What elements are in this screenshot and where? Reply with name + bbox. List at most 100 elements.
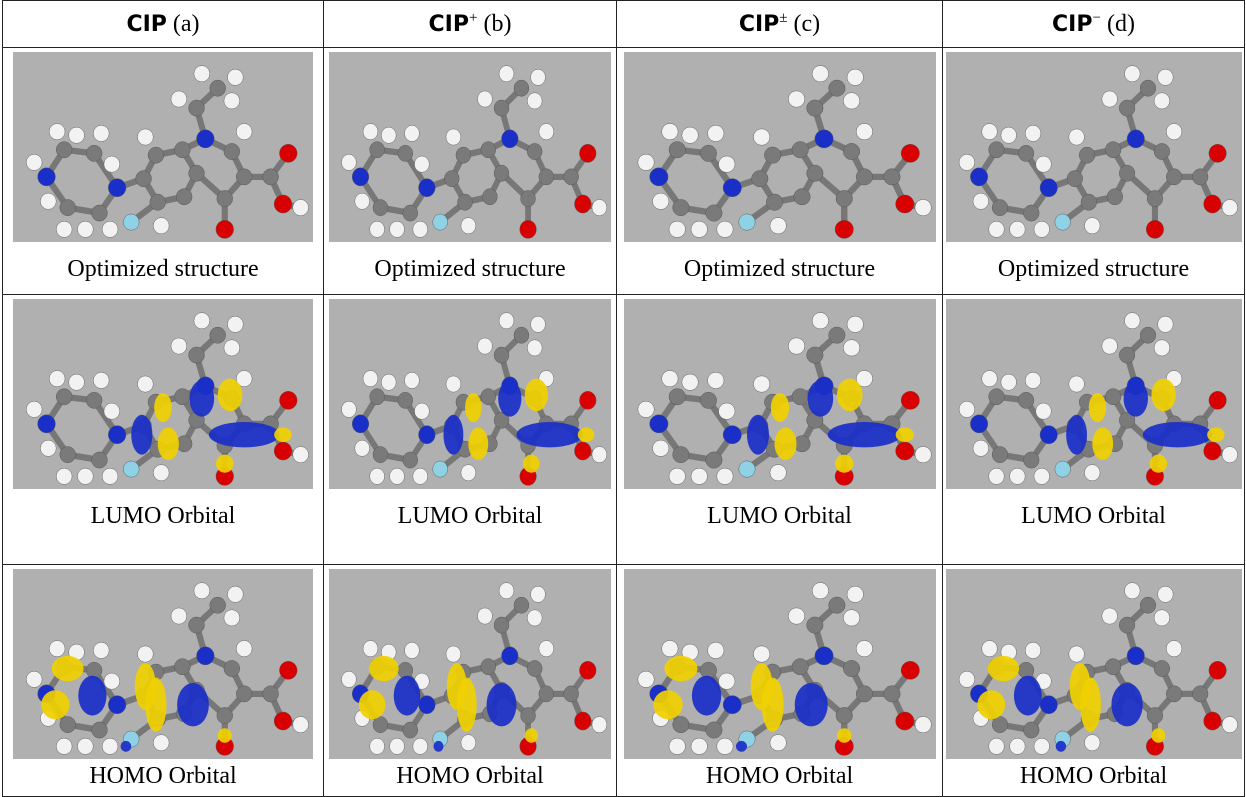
orbital-lobe [691, 676, 720, 716]
atom [1154, 143, 1170, 159]
molecule-image [946, 52, 1242, 242]
orbital-lobe [1123, 380, 1147, 416]
atom [413, 221, 428, 237]
atom [988, 221, 1004, 237]
atom [433, 461, 448, 477]
orbital-lobe [746, 415, 768, 455]
atom [197, 647, 215, 665]
orbital-lobe [1151, 379, 1175, 412]
atom [1009, 738, 1025, 754]
orbital-lobe [895, 427, 913, 441]
atom [171, 608, 187, 624]
atom [373, 446, 388, 462]
atom [753, 646, 770, 662]
atom [1192, 686, 1208, 702]
atom [690, 738, 707, 754]
atom [895, 442, 913, 460]
orbital-lobe [41, 690, 69, 719]
atom [390, 221, 405, 237]
charge: + [469, 10, 477, 26]
orbital-lobe [1207, 427, 1224, 441]
atom [1054, 214, 1070, 230]
atom [56, 738, 72, 754]
atom [791, 142, 808, 158]
atom [477, 91, 492, 107]
atom [56, 221, 72, 237]
orbital-lobe [457, 678, 477, 732]
atom [1000, 374, 1016, 390]
atom [828, 80, 845, 96]
atom [895, 195, 913, 213]
atom [1033, 468, 1049, 484]
atom [812, 66, 829, 82]
atom [370, 738, 385, 754]
atom [210, 327, 226, 343]
atom [1009, 468, 1025, 484]
atom [224, 340, 240, 356]
atom [481, 142, 496, 158]
atom [716, 738, 733, 754]
atom [690, 468, 707, 484]
atom [210, 597, 226, 613]
atom [194, 66, 210, 82]
atom [1107, 189, 1123, 205]
molecule-image [624, 569, 936, 759]
atom [150, 194, 166, 210]
orbital-lobe [807, 380, 833, 416]
atom [104, 403, 120, 419]
atom [527, 93, 542, 109]
table-row: HOMO OrbitalHOMO OrbitalHOMO OrbitalHOMO… [3, 565, 1245, 797]
atom [539, 169, 554, 185]
atom [723, 179, 741, 197]
atom [499, 66, 514, 82]
atom [970, 415, 987, 433]
atom [843, 143, 860, 159]
atom [895, 712, 913, 730]
atom [959, 671, 975, 687]
molecule-image [946, 299, 1242, 489]
atom [446, 129, 461, 145]
atom [189, 165, 205, 181]
atom [355, 193, 370, 209]
cell-caption: LUMO Orbital [3, 503, 323, 530]
atom [992, 446, 1008, 462]
atom [403, 722, 418, 738]
atom [527, 610, 542, 626]
atom [856, 123, 873, 139]
orbital-lobe [1080, 678, 1101, 732]
atom [1124, 313, 1140, 329]
atom [883, 169, 900, 185]
table-cell: Optimized structure [617, 48, 943, 295]
atom [419, 179, 436, 197]
atom [992, 199, 1008, 215]
atom [461, 735, 476, 751]
atom [1154, 610, 1170, 626]
atom [992, 716, 1008, 732]
cell-caption: HOMO Orbital [3, 763, 323, 790]
atom [1068, 129, 1084, 145]
orbital-lobe [369, 656, 399, 681]
atom [1067, 171, 1083, 187]
orbital-lobe [525, 379, 548, 412]
atom [414, 156, 429, 172]
atom [56, 389, 72, 405]
atom [60, 199, 76, 215]
atom [705, 205, 722, 221]
atom [716, 221, 733, 237]
atom [502, 130, 519, 148]
atom [194, 313, 210, 329]
orbital-lobe [487, 683, 517, 726]
atom [707, 125, 724, 141]
atom [92, 452, 108, 468]
header-row: CIP (a)CIP+ (b)CIP± (c)CIP− (d) [3, 1, 1245, 48]
atom [499, 313, 514, 329]
atom [236, 169, 252, 185]
atom [1203, 712, 1220, 730]
atom [171, 91, 187, 107]
orbital-lobe [987, 656, 1018, 681]
table-cell: Optimized structure [943, 48, 1245, 295]
atom [531, 69, 546, 85]
atom [705, 722, 722, 738]
atom [1203, 195, 1220, 213]
atom [723, 426, 741, 444]
